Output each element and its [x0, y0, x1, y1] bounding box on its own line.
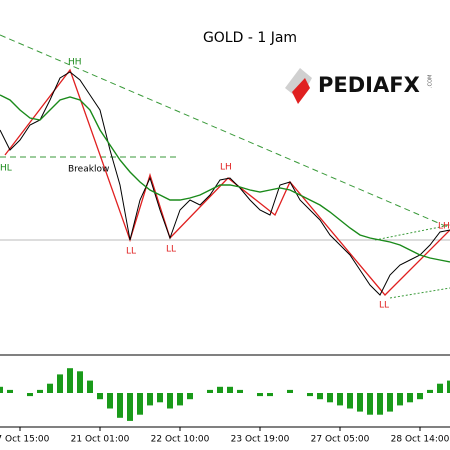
histogram-bar	[167, 393, 173, 409]
logo: PEDIAFX .COM	[285, 68, 434, 104]
histogram-bar	[437, 383, 443, 393]
histogram-bar	[317, 393, 323, 400]
x-tick-label: 28 Oct 14:00	[391, 435, 450, 445]
histogram-bar	[67, 368, 73, 393]
annotation: HH	[68, 58, 82, 68]
histogram-bar	[447, 380, 450, 393]
histogram-bar	[387, 393, 393, 412]
annotation: LL	[379, 301, 389, 311]
histogram-bar	[187, 393, 193, 400]
histogram-bar	[417, 393, 423, 400]
histogram-bar	[127, 393, 133, 421]
histogram-bar	[377, 393, 383, 415]
chart-title: GOLD - 1 Jam	[203, 30, 297, 46]
x-tick-label: 17 Oct 15:00	[0, 435, 50, 445]
histogram-bar	[227, 386, 233, 393]
histogram-bar	[307, 393, 313, 397]
annotation: LH	[220, 163, 232, 173]
histogram-bar	[427, 389, 433, 393]
histogram-bar	[47, 383, 53, 393]
histogram-bar	[267, 393, 273, 397]
x-tick-label: 22 Oct 10:00	[151, 435, 210, 445]
histogram-bar	[397, 393, 403, 406]
x-tick-label: 27 Oct 05:00	[311, 435, 370, 445]
histogram-bar	[287, 389, 293, 393]
histogram-bar	[207, 389, 213, 393]
price-line	[0, 94, 450, 263]
histogram-bar	[367, 393, 373, 415]
histogram-bar	[147, 393, 153, 406]
channel-line	[374, 224, 450, 241]
logo-mark	[285, 68, 312, 100]
zigzag	[4, 68, 450, 296]
histogram-bar	[37, 389, 43, 393]
channel-line	[389, 287, 450, 299]
histogram-bar	[357, 393, 363, 412]
annotation: LH	[438, 222, 450, 232]
histogram-bar	[237, 389, 243, 393]
histogram-bar	[407, 393, 413, 403]
histogram-bar	[57, 374, 63, 393]
price-line	[0, 71, 450, 296]
histogram-bar	[347, 393, 353, 409]
histogram-bar	[97, 393, 103, 400]
histogram-bar	[157, 393, 163, 403]
histogram-bar	[27, 393, 33, 397]
histogram-bar	[257, 393, 263, 397]
logo-suffix: .COM	[428, 75, 434, 88]
histogram-bar	[7, 389, 13, 393]
x-tick-label: 23 Oct 19:00	[231, 435, 290, 445]
histogram-bar	[117, 393, 123, 418]
annotation: LL	[166, 245, 176, 255]
histogram-bar	[87, 380, 93, 393]
histogram-bar	[107, 393, 113, 409]
annotation: LL	[126, 247, 136, 257]
annotation: Breaklow	[68, 165, 109, 175]
histogram-bar	[177, 393, 183, 406]
logo-text: PEDIAFX	[318, 73, 420, 97]
trendline	[0, 34, 450, 229]
x-tick-label: 21 Oct 01:00	[71, 435, 130, 445]
histogram-bar	[327, 393, 333, 403]
logo-mark	[292, 78, 310, 104]
annotation: HL	[0, 164, 12, 174]
histogram-bar	[0, 386, 3, 393]
histogram-bar	[137, 393, 143, 415]
histogram-bar	[217, 386, 223, 393]
histogram-bar	[337, 393, 343, 406]
histogram-bar	[77, 371, 83, 393]
